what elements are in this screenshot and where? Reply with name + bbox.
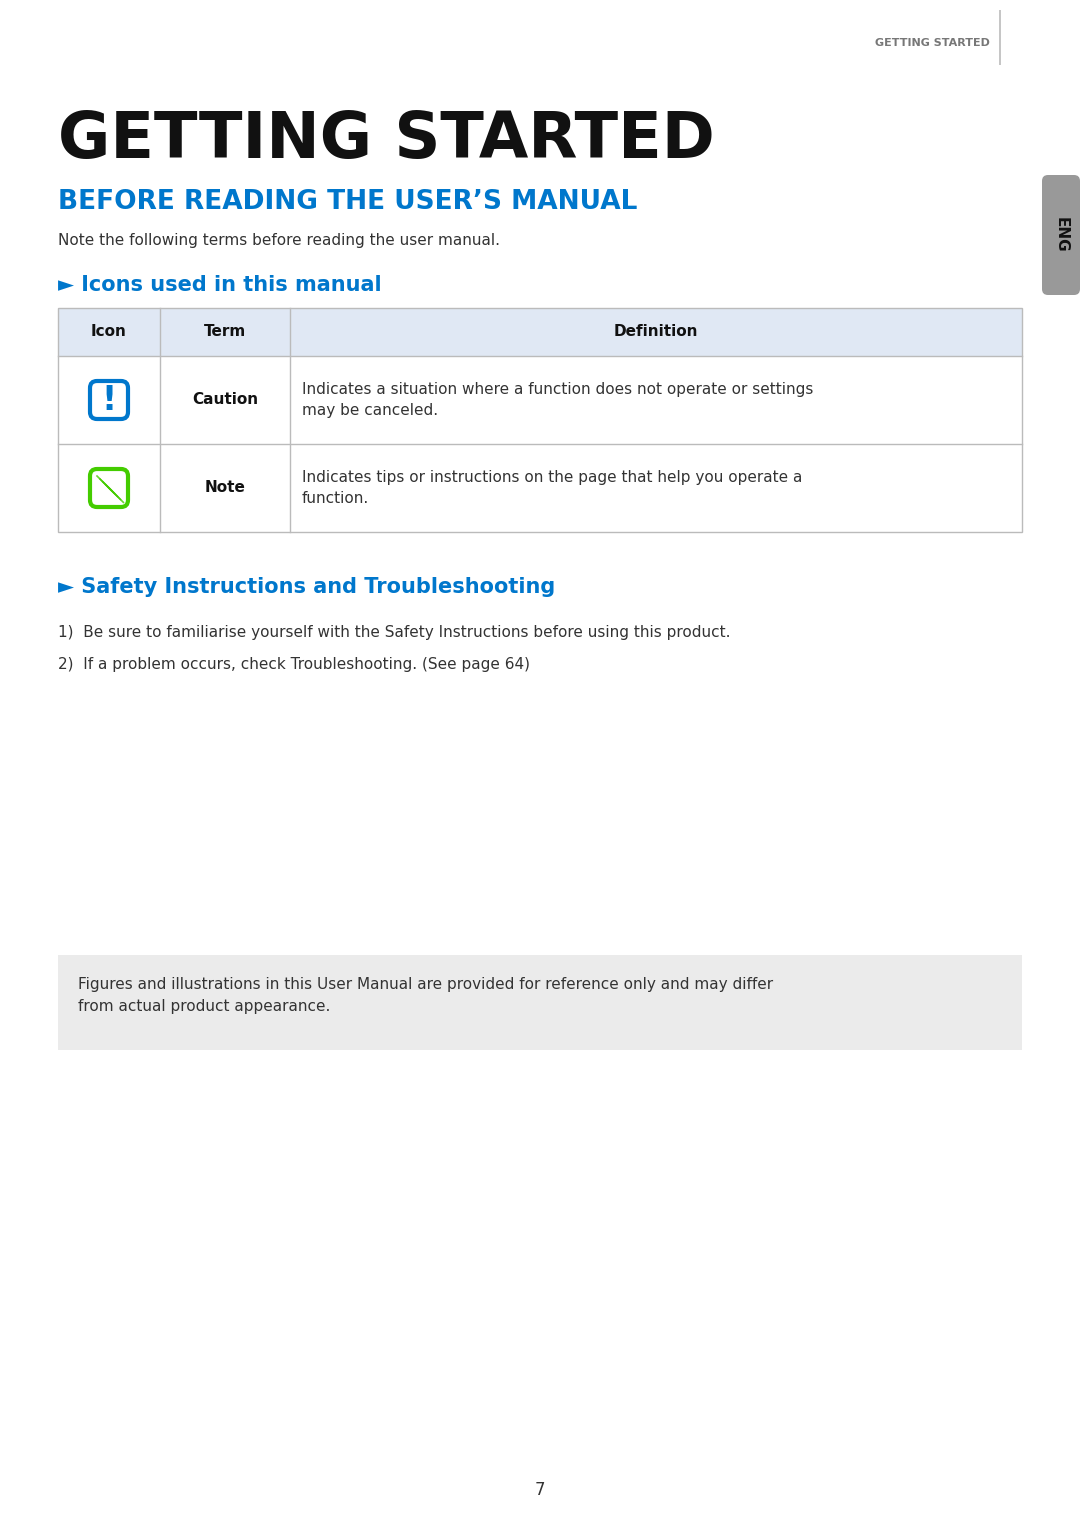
Bar [58,308,1022,531]
Bar [58,308,1022,531]
Text: ► Icons used in this manual: ► Icons used in this manual [58,275,381,295]
FancyBboxPatch shape [90,382,129,418]
Text: Indicates a situation where a function does not operate or settings
may be cance: Indicates a situation where a function d… [302,382,813,418]
Text: !: ! [102,383,117,417]
Text: ENG: ENG [1053,217,1068,253]
Bar [58,308,1022,356]
Text: ► Safety Instructions and Troubleshooting: ► Safety Instructions and Troubleshootin… [58,577,555,597]
Text: Term: Term [204,325,246,339]
Text: Note: Note [204,481,245,495]
Text: Indicates tips or instructions on the page that help you operate a
function.: Indicates tips or instructions on the pa… [302,470,802,505]
Text: Note the following terms before reading the user manual.: Note the following terms before reading … [58,232,500,247]
Text: GETTING STARTED: GETTING STARTED [58,108,715,171]
Bar [58,954,1022,1051]
Text: 2)  If a problem occurs, check Troubleshooting. (See page 64): 2) If a problem occurs, check Troublesho… [58,658,530,672]
Text: GETTING STARTED: GETTING STARTED [875,38,990,47]
Text: Figures and illustrations in this User Manual are provided for reference only an: Figures and illustrations in this User M… [78,977,773,1014]
Text: Caution: Caution [192,392,258,408]
FancyBboxPatch shape [90,469,129,507]
Text: 1)  Be sure to familiarise yourself with the Safety Instructions before using th: 1) Be sure to familiarise yourself with … [58,625,730,640]
Text: Definition: Definition [613,325,699,339]
Text: Icon: Icon [91,325,127,339]
Text: BEFORE READING THE USER’S MANUAL: BEFORE READING THE USER’S MANUAL [58,189,637,215]
FancyBboxPatch shape [1042,176,1080,295]
Text: 7: 7 [535,1481,545,1500]
